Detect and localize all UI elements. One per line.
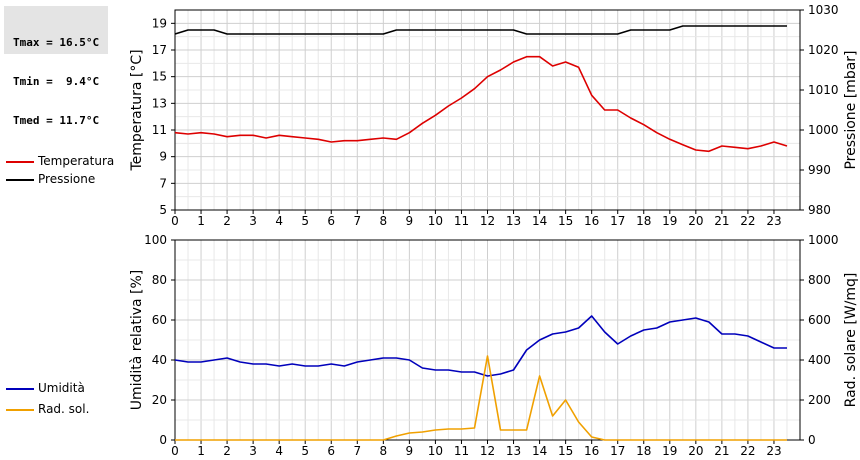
top-xtick-label: 3	[249, 214, 257, 228]
legend-umidita-swatch	[6, 388, 34, 390]
top-xtick-label: 4	[275, 214, 283, 228]
bottom-xtick-label: 3	[249, 444, 257, 458]
top-xtick-label: 6	[327, 214, 335, 228]
top-xtick-label: 14	[532, 214, 547, 228]
bottom-series-0-line	[174, 315, 787, 377]
bottom-y2tick-label: 0	[808, 433, 816, 447]
top-ytick-label: 15	[152, 70, 167, 84]
bottom-y2tick-label: 800	[808, 273, 831, 287]
bottom-ytick-label: 20	[152, 393, 167, 407]
tmin-stat: Tmin = 9.4°C	[13, 75, 100, 88]
top-xtick-label: 0	[171, 214, 179, 228]
top-xtick-label: 9	[406, 214, 414, 228]
top-xtick-label: 22	[740, 214, 755, 228]
bottom-xtick-label: 9	[406, 444, 414, 458]
top-ylabel: Temperatura [°C]	[129, 49, 145, 171]
bottom-xtick-label: 11	[454, 444, 469, 458]
bottom-xtick-label: 19	[662, 444, 677, 458]
bottom-y2tick-label: 200	[808, 393, 831, 407]
top-y2label: Pressione [mbar]	[843, 50, 859, 169]
top-xtick-label: 7	[353, 214, 361, 228]
bottom-xtick-label: 12	[480, 444, 495, 458]
top-xtick-label: 20	[688, 214, 703, 228]
bottom-ytick-label: 80	[152, 273, 167, 287]
top-xtick-label: 19	[662, 214, 677, 228]
top-y2tick-label: 1030	[808, 3, 839, 17]
bottom-xtick-label: 21	[714, 444, 729, 458]
bottom-xtick-label: 8	[380, 444, 388, 458]
top-ytick-label: 13	[152, 96, 167, 110]
bottom-y2label: Rad. solare [W/mq]	[843, 273, 859, 408]
bottom-y2tick-label: 400	[808, 353, 831, 367]
legend-radsol-swatch	[6, 409, 34, 411]
bottom-ytick-label: 100	[144, 233, 167, 247]
bottom-y2tick-label: 600	[808, 313, 831, 327]
top-xtick-label: 8	[380, 214, 388, 228]
top-y2tick-label: 990	[808, 163, 831, 177]
bottom-ytick-label: 0	[159, 433, 167, 447]
top-y2tick-label: 1020	[808, 43, 839, 57]
bottom-xtick-label: 4	[275, 444, 283, 458]
top-xtick-label: 1	[197, 214, 205, 228]
top-y2tick-label: 1000	[808, 123, 839, 137]
legend-temperatura-swatch	[6, 161, 34, 163]
bottom-xtick-label: 1	[197, 444, 205, 458]
bottom-ylabel: Umidità relativa [%]	[129, 270, 145, 411]
top-series-0-line	[174, 55, 788, 153]
top-xtick-label: 10	[428, 214, 443, 228]
top-ytick-label: 7	[159, 176, 167, 190]
bottom-xtick-label: 22	[740, 444, 755, 458]
top-xtick-label: 17	[610, 214, 625, 228]
top-xtick-label: 5	[301, 214, 309, 228]
top-xtick-label: 15	[558, 214, 573, 228]
bottom-xtick-label: 14	[532, 444, 547, 458]
top-ytick-label: 9	[159, 150, 167, 164]
bottom-xtick-label: 6	[327, 444, 335, 458]
top-ytick-label: 11	[152, 123, 167, 137]
top-ytick-label: 17	[152, 43, 167, 57]
bottom-xtick-label: 18	[636, 444, 651, 458]
legend-umidita-label: Umidità	[38, 381, 85, 395]
top-ytick-label: 5	[159, 203, 167, 217]
bottom-series-1-line	[175, 355, 787, 441]
legend-pressione-label: Pressione	[38, 172, 96, 186]
bottom-xtick-label: 23	[766, 444, 781, 458]
bottom-xtick-label: 17	[610, 444, 625, 458]
top-xtick-label: 23	[766, 214, 781, 228]
bottom-y2tick-label: 1000	[808, 233, 839, 247]
tmed-stat: Tmed = 11.7°C	[13, 114, 100, 127]
legend-pressione-swatch	[6, 179, 34, 181]
top-xtick-label: 12	[480, 214, 495, 228]
tmax-stat: Tmax = 16.5°C	[13, 36, 100, 49]
bottom-xtick-label: 15	[558, 444, 573, 458]
bottom-xtick-label: 7	[353, 444, 361, 458]
bottom-xtick-label: 0	[171, 444, 179, 458]
top-xtick-label: 16	[584, 214, 599, 228]
top-series-1-line	[174, 25, 787, 35]
top-xtick-label: 11	[454, 214, 469, 228]
bottom-xtick-label: 2	[223, 444, 231, 458]
bottom-ytick-label: 40	[152, 353, 167, 367]
legend-temperatura-label: Temperatura	[38, 154, 115, 168]
top-xtick-label: 18	[636, 214, 651, 228]
top-ytick-label: 19	[152, 16, 167, 30]
bottom-xtick-label: 16	[584, 444, 599, 458]
top-xtick-label: 13	[506, 214, 521, 228]
bottom-xtick-label: 5	[301, 444, 309, 458]
top-xtick-label: 21	[714, 214, 729, 228]
top-xtick-label: 2	[223, 214, 231, 228]
bottom-xtick-label: 20	[688, 444, 703, 458]
top-y2tick-label: 1010	[808, 83, 839, 97]
bottom-xtick-label: 10	[428, 444, 443, 458]
bottom-ytick-label: 60	[152, 313, 167, 327]
legend-radsol-label: Rad. sol.	[38, 402, 90, 416]
stats-box: Tmax = 16.5°C Tmin = 9.4°C Tmed = 11.7°C	[4, 6, 108, 127]
bottom-xtick-label: 13	[506, 444, 521, 458]
top-y2tick-label: 980	[808, 203, 831, 217]
